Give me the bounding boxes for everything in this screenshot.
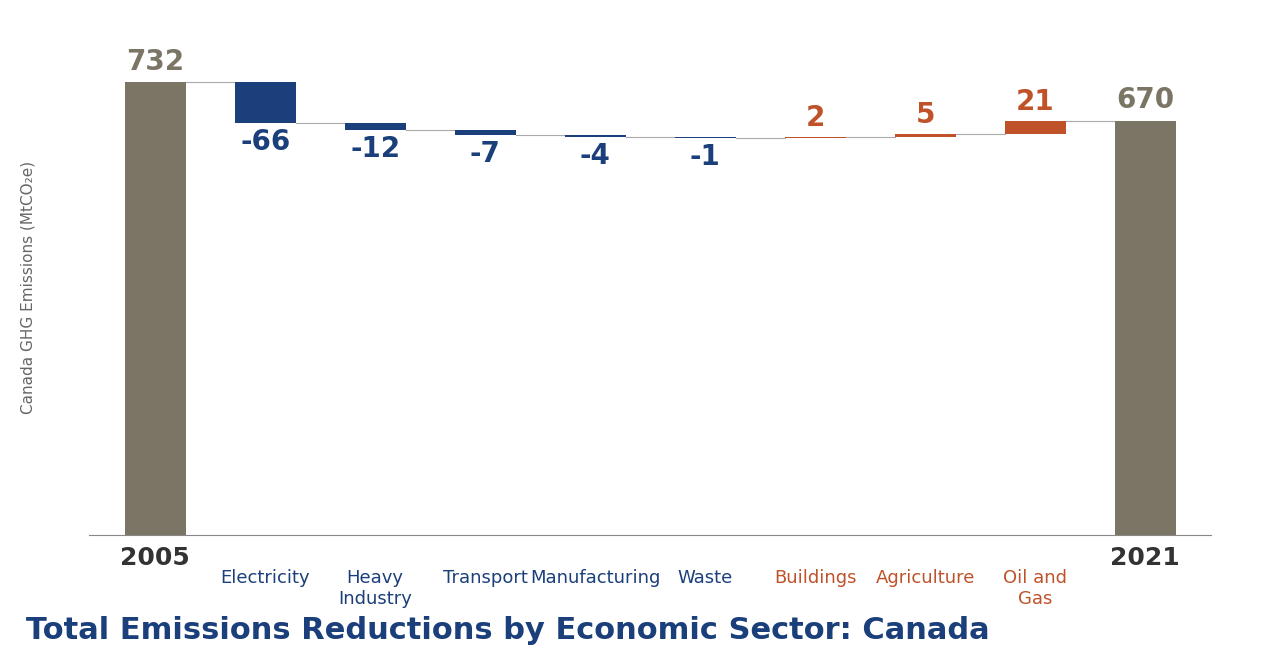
Text: institute: institute bbox=[1100, 638, 1176, 656]
Bar bbox=[1116, 120, 1176, 535]
Text: Manufacturing: Manufacturing bbox=[530, 569, 660, 587]
Text: Electricity: Electricity bbox=[221, 569, 310, 587]
Bar bbox=[235, 82, 296, 123]
Bar bbox=[125, 82, 185, 535]
Text: Transport: Transport bbox=[442, 569, 528, 587]
Text: 21: 21 bbox=[1016, 88, 1054, 116]
Bar bbox=[565, 135, 626, 137]
Text: Oil and
Gas: Oil and Gas bbox=[1003, 569, 1067, 608]
Text: 732: 732 bbox=[126, 48, 185, 76]
Text: Total Emissions Reductions by Economic Sector: Canada: Total Emissions Reductions by Economic S… bbox=[26, 616, 989, 645]
Text: Waste: Waste bbox=[677, 569, 733, 587]
Bar bbox=[455, 130, 515, 135]
Text: -7: -7 bbox=[469, 140, 501, 168]
Text: Buildings: Buildings bbox=[774, 569, 857, 587]
Text: -4: -4 bbox=[580, 142, 611, 170]
Text: 670: 670 bbox=[1116, 86, 1174, 114]
Text: 2: 2 bbox=[806, 104, 825, 132]
Bar bbox=[785, 136, 845, 138]
Text: Agriculture: Agriculture bbox=[876, 569, 975, 587]
Bar bbox=[895, 134, 955, 136]
Text: -66: -66 bbox=[240, 128, 291, 156]
Text: 5: 5 bbox=[915, 100, 935, 128]
Text: Heavy
Industry: Heavy Industry bbox=[338, 569, 412, 608]
Text: PEMBINA: PEMBINA bbox=[1067, 607, 1209, 634]
Bar bbox=[1005, 120, 1066, 134]
Text: -12: -12 bbox=[351, 135, 400, 163]
Bar bbox=[346, 123, 405, 130]
Text: Canada GHG Emissions (MtCO₂e): Canada GHG Emissions (MtCO₂e) bbox=[20, 161, 34, 414]
Text: -1: -1 bbox=[690, 143, 720, 171]
